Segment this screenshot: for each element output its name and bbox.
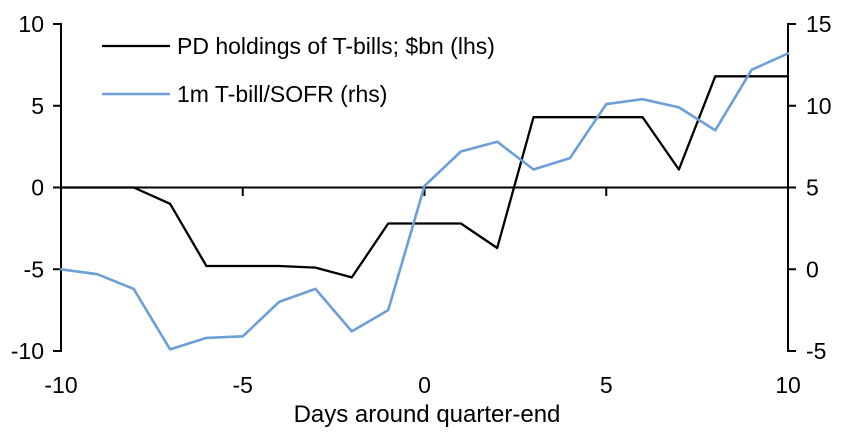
right-axis-tick-label: -5 (806, 338, 826, 364)
left-axis-tick-label: -5 (24, 256, 44, 282)
x-axis-tick-label: 10 (775, 372, 801, 398)
legend-label-pd-holdings: PD holdings of T-bills; $bn (lhs) (177, 33, 495, 59)
right-axis-tick-label: 15 (806, 11, 832, 37)
right-axis-ticks: 15 10 5 0 -5 (788, 11, 832, 364)
x-axis-tick-label: -10 (44, 372, 77, 398)
legend: PD holdings of T-bills; $bn (lhs) 1m T-b… (102, 33, 495, 107)
series-tbill-sofr (59, 52, 790, 351)
left-axis-tick-label: 5 (31, 93, 44, 119)
left-axis-ticks: 10 5 0 -5 -10 (11, 11, 61, 364)
left-axis-tick-label: 0 (31, 175, 44, 201)
right-axis-tick-label: 10 (806, 93, 832, 119)
right-axis-tick-label: 0 (806, 256, 819, 282)
legend-label-tbill-sofr: 1m T-bill/SOFR (rhs) (177, 81, 387, 107)
x-axis-title: Days around quarter-end (294, 401, 561, 428)
x-axis-tick-label: 5 (600, 372, 613, 398)
series-pd-holdings (59, 75, 790, 279)
left-axis-tick-label: 10 (18, 11, 44, 37)
x-axis-ticks: -10 -5 0 5 10 (44, 187, 801, 398)
right-axis-tick-label: 5 (806, 175, 819, 201)
series-group (59, 52, 790, 351)
x-axis-tick-label: 0 (418, 372, 431, 398)
left-axis-tick-label: -10 (11, 338, 44, 364)
x-axis-tick-label: -5 (233, 372, 253, 398)
